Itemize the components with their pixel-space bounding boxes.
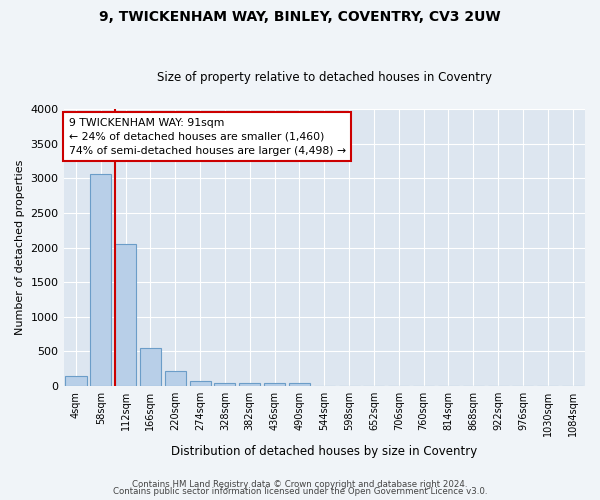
X-axis label: Distribution of detached houses by size in Coventry: Distribution of detached houses by size …: [171, 444, 478, 458]
Bar: [140, 348, 161, 386]
Text: 9 TWICKENHAM WAY: 91sqm
← 24% of detached houses are smaller (1,460)
74% of semi: 9 TWICKENHAM WAY: 91sqm ← 24% of detache…: [69, 118, 346, 156]
Text: Contains public sector information licensed under the Open Government Licence v3: Contains public sector information licen…: [113, 487, 487, 496]
Bar: [190, 381, 211, 386]
Bar: [214, 382, 235, 386]
Bar: [65, 376, 86, 386]
Title: Size of property relative to detached houses in Coventry: Size of property relative to detached ho…: [157, 72, 492, 85]
Bar: [289, 384, 310, 386]
Bar: [264, 384, 285, 386]
Text: Contains HM Land Registry data © Crown copyright and database right 2024.: Contains HM Land Registry data © Crown c…: [132, 480, 468, 489]
Text: 9, TWICKENHAM WAY, BINLEY, COVENTRY, CV3 2UW: 9, TWICKENHAM WAY, BINLEY, COVENTRY, CV3…: [99, 10, 501, 24]
Bar: [115, 244, 136, 386]
Bar: [165, 371, 186, 386]
Bar: [90, 174, 112, 386]
Bar: [239, 384, 260, 386]
Y-axis label: Number of detached properties: Number of detached properties: [15, 160, 25, 336]
